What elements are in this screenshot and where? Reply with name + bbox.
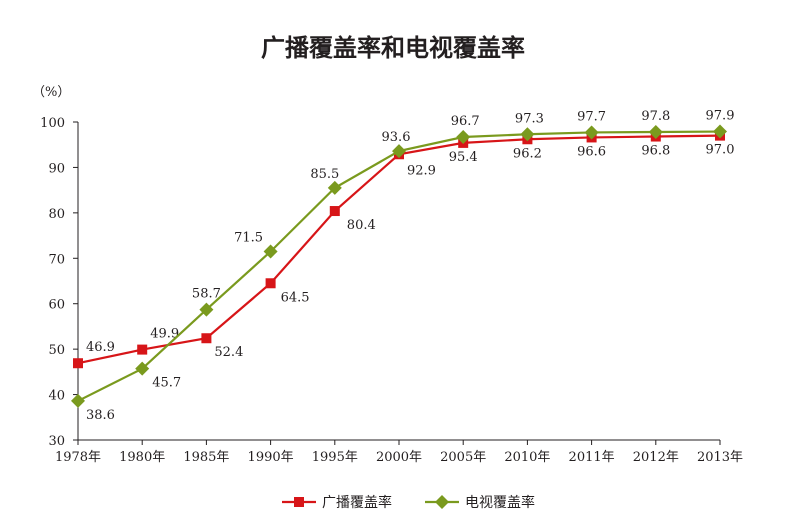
data-point	[392, 144, 406, 159]
data-label: 85.5	[310, 167, 339, 182]
data-label: 52.4	[214, 345, 243, 360]
data-point	[201, 333, 212, 344]
data-point	[327, 180, 342, 195]
legend-item-tv: 电视覆盖率	[425, 494, 535, 511]
x-tick-label: 1980年	[119, 450, 165, 465]
data-point	[713, 124, 727, 139]
data-label: 58.7	[192, 287, 221, 302]
x-tick-label: 1990年	[248, 450, 294, 465]
data-label: 96.7	[451, 114, 480, 129]
legend-label: 广播覆盖率	[322, 494, 392, 511]
data-label: 97.3	[515, 111, 544, 126]
data-label: 97.7	[577, 109, 606, 124]
data-label: 71.5	[234, 230, 263, 245]
y-unit-label: （%）	[32, 85, 70, 100]
chart-title: 广播覆盖率和电视覆盖率	[261, 34, 525, 62]
x-tick-label: 1985年	[183, 450, 229, 465]
y-tick-label: 50	[48, 343, 65, 358]
x-tick-label: 1978年	[55, 450, 101, 465]
x-tick-label: 2011年	[569, 450, 615, 465]
data-label: 46.9	[86, 340, 115, 355]
data-point	[584, 125, 599, 140]
data-label: 95.4	[449, 150, 478, 165]
x-tick-label: 2000年	[376, 450, 422, 465]
y-tick-label: 70	[48, 252, 65, 267]
data-label: 93.6	[382, 130, 411, 145]
data-label: 97.8	[641, 109, 670, 124]
data-label: 80.4	[347, 218, 376, 233]
legend: 广播覆盖率 电视覆盖率	[282, 494, 535, 511]
data-point	[265, 278, 276, 289]
data-label: 38.6	[86, 408, 115, 423]
y-tick-label: 40	[48, 389, 65, 404]
data-point	[73, 358, 83, 369]
data-point	[137, 344, 148, 355]
y-tick-label: 30	[48, 434, 65, 449]
data-point	[199, 302, 214, 317]
data-point	[71, 393, 85, 408]
data-label: 92.9	[407, 163, 436, 178]
legend-label: 电视覆盖率	[465, 494, 535, 511]
x-tick-label: 2013年	[697, 450, 743, 465]
x-tick-label: 1995年	[312, 450, 358, 465]
data-point	[456, 129, 471, 144]
y-tick-label: 80	[48, 207, 65, 222]
x-tick-label: 2005年	[440, 450, 486, 465]
data-label: 97.0	[706, 143, 735, 158]
data-point	[135, 361, 150, 376]
data-point	[329, 206, 340, 217]
data-label: 96.6	[577, 144, 606, 159]
data-point	[520, 127, 535, 142]
legend-marker	[294, 497, 304, 507]
data-point	[263, 244, 278, 259]
legend-marker	[435, 495, 449, 509]
x-tick-label: 2010年	[504, 450, 550, 465]
y-tick-label: 90	[48, 161, 65, 176]
legend-item-broadcast: 广播覆盖率	[282, 494, 392, 511]
y-tick-label: 60	[48, 298, 65, 313]
series-layer: 46.9 49.9 52.4 64.5 80.4 92.9 95.4 96.2 96.6 96.8…	[71, 109, 734, 423]
data-label: 64.5	[281, 290, 310, 305]
data-point	[648, 124, 663, 139]
data-label: 49.9	[150, 327, 179, 342]
data-label: 97.9	[706, 109, 735, 124]
series-line	[77, 130, 721, 402]
series-tv: 38.6 45.7 58.7 71.5 85.5 93.6 96.7 97.3 97.7 97.8…	[71, 109, 734, 423]
y-tick-label: 100	[40, 116, 65, 131]
x-tick-label: 2012年	[633, 450, 679, 465]
axes: 30 40 50 60 70 80 90 100 1978年 1980年 1985年 1990年 199…	[40, 116, 743, 465]
data-label: 45.7	[152, 376, 181, 391]
data-label: 96.8	[641, 144, 670, 159]
data-label: 96.2	[513, 146, 542, 161]
series-broadcast: 46.9 49.9 52.4 64.5 80.4 92.9 95.4 96.2 96.6 96.8…	[73, 130, 735, 369]
